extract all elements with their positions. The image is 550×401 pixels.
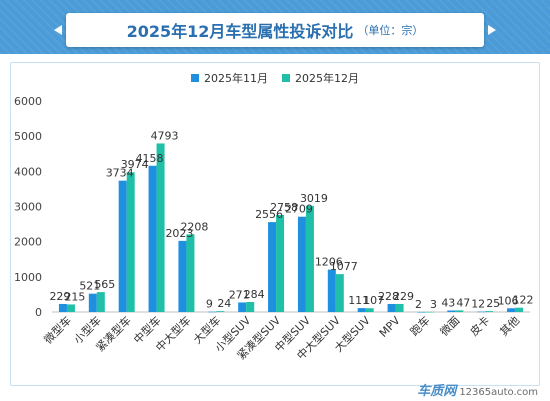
- data-label-series2: 122: [513, 294, 534, 307]
- data-label-series1: 9: [206, 298, 213, 311]
- data-label-series2: 3: [430, 298, 437, 311]
- title-box: 2025年12月车型属性投诉对比 （单位：宗）: [66, 13, 484, 47]
- legend-item-series2: 2025年12月: [282, 70, 359, 86]
- bar-series1: [238, 302, 247, 312]
- bar-series1: [327, 269, 336, 312]
- data-label-series1: 229: [49, 290, 70, 303]
- y-tick-label: 1000: [14, 271, 42, 284]
- bar-series1: [357, 308, 366, 312]
- bar-series1: [208, 311, 217, 313]
- footer-url: 12365auto.com: [459, 387, 538, 398]
- bar-series2: [96, 292, 105, 312]
- y-tick-label: 0: [35, 306, 42, 319]
- chart-title: 2025年12月车型属性投诉对比: [126, 22, 354, 41]
- bar-series2: [216, 311, 225, 312]
- data-label-series2: 3974: [121, 158, 149, 171]
- legend-item-series1: 2025年11月: [191, 70, 268, 86]
- data-label-series2: 24: [217, 297, 231, 310]
- data-label-series2: 2758: [270, 201, 298, 214]
- title-left-arrow: [54, 25, 62, 35]
- bar-series2: [395, 303, 404, 312]
- bar-series1: [88, 293, 97, 312]
- bar-series2: [455, 310, 464, 312]
- category-label: 其他: [497, 314, 522, 339]
- bar-series2: [515, 307, 524, 312]
- data-label-series2: 1077: [330, 260, 358, 273]
- bar-series1: [58, 303, 67, 312]
- data-label-series1: 2556: [255, 208, 283, 221]
- data-label-series2: 215: [64, 290, 85, 303]
- data-label-series2: 47: [456, 296, 470, 309]
- category-label: 微型车: [41, 313, 74, 346]
- legend-swatch-series1: [191, 74, 199, 82]
- data-label-series1: 2023: [165, 227, 193, 240]
- data-label-series1: 271: [229, 288, 250, 301]
- bar-series2: [305, 205, 314, 312]
- category-label: 跑车: [407, 313, 432, 338]
- bar-series2: [186, 234, 195, 312]
- footer-logo: 车质网 12365auto.com: [417, 380, 538, 399]
- bar-series2: [335, 274, 344, 312]
- data-label-series1: 3734: [106, 167, 134, 180]
- data-label-series1: 228: [378, 290, 399, 303]
- data-label-series1: 12: [471, 298, 485, 311]
- data-label-series2: 4793: [151, 129, 179, 142]
- data-label-series1: 2709: [285, 203, 313, 216]
- bar-series1: [178, 240, 187, 312]
- legend: 2025年11月 2025年12月: [0, 70, 550, 86]
- bar-series1: [148, 165, 157, 312]
- legend-label-series2: 2025年12月: [295, 72, 359, 85]
- data-label-series2: 25: [486, 297, 500, 310]
- data-label-series2: 284: [244, 288, 265, 301]
- bar-series2: [425, 311, 434, 313]
- bar-series2: [485, 311, 494, 312]
- bar-series1: [297, 216, 306, 312]
- y-tick-label: 6000: [14, 95, 42, 108]
- legend-label-series1: 2025年11月: [204, 72, 268, 85]
- data-label-series1: 2: [415, 298, 422, 311]
- bar-series1: [387, 303, 396, 312]
- title-right-arrow: [488, 25, 496, 35]
- data-label-series1: 1206: [315, 256, 343, 269]
- bar-series1: [477, 311, 486, 313]
- category-label: MPV: [377, 314, 403, 340]
- footer-brand: 车质网: [417, 384, 457, 399]
- category-label: 皮卡: [468, 314, 493, 339]
- data-label-series2: 2208: [180, 220, 208, 233]
- data-label-series1: 106: [498, 294, 519, 307]
- data-label-series1: 43: [441, 296, 455, 309]
- y-tick-label: 4000: [14, 165, 42, 178]
- chart-unit: （单位：宗）: [357, 24, 424, 37]
- bar-series2: [126, 172, 135, 312]
- data-label-series2: 3019: [300, 192, 328, 205]
- bar-series1: [268, 222, 277, 312]
- bar-series2: [276, 215, 285, 312]
- data-label-series1: 521: [79, 280, 100, 293]
- data-label-series2: 565: [94, 278, 115, 291]
- bar-series2: [66, 304, 75, 312]
- legend-swatch-series2: [282, 74, 290, 82]
- data-label-series2: 229: [393, 290, 414, 303]
- y-tick-label: 3000: [14, 201, 42, 214]
- y-tick-label: 5000: [14, 130, 42, 143]
- data-label-series1: 4158: [136, 152, 164, 165]
- bar-series2: [246, 302, 255, 312]
- bar-series1: [417, 311, 426, 313]
- y-tick-label: 2000: [14, 236, 42, 249]
- bar-series1: [507, 308, 516, 312]
- bar-series1: [118, 180, 127, 312]
- bar-series1: [447, 310, 456, 312]
- bar-series2: [156, 143, 165, 312]
- category-label: 微面: [437, 313, 462, 338]
- data-label-series1: 111: [348, 294, 369, 307]
- data-label-series2: 107: [363, 294, 384, 307]
- bar-series2: [365, 308, 374, 312]
